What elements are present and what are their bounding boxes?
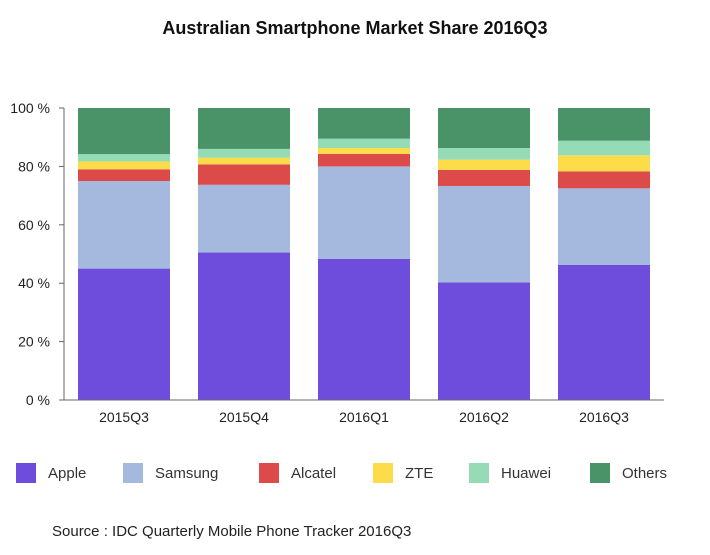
bar-segment-zte-2016q3: [558, 155, 650, 172]
x-tick-label: 2015Q3: [99, 409, 149, 425]
bar-segment-alcatel-2016q3: [558, 171, 650, 189]
bar-segment-huawei-2015q4: [198, 148, 290, 158]
y-tick-label: 100 %: [10, 100, 50, 116]
legend-label: Apple: [48, 464, 87, 482]
bar-segment-huawei-2016q1: [318, 138, 410, 148]
bar-segment-huawei-2016q2: [438, 148, 530, 160]
x-tick-label: 2015Q4: [219, 409, 269, 425]
legend-swatch-zte: [373, 463, 393, 483]
legend-item-apple: Apple: [16, 460, 86, 486]
bar-segment-apple-2015q4: [198, 252, 290, 400]
legend-item-zte: ZTE: [373, 460, 433, 486]
bar-segment-alcatel-2015q3: [78, 169, 170, 181]
legend-label: Alcatel: [291, 464, 337, 482]
bar-segment-others-2015q3: [78, 108, 170, 155]
bar-segment-apple-2015q3: [78, 268, 170, 400]
legend-swatch-huawei: [469, 463, 489, 483]
bars-group: [78, 108, 650, 400]
legend-swatch-apple: [16, 463, 36, 483]
bar-segment-others-2016q1: [318, 108, 410, 139]
bar-segment-zte-2015q4: [198, 157, 290, 165]
bar-segment-samsung-2016q3: [558, 188, 650, 265]
legend-item-others: Others: [590, 460, 667, 486]
legend-item-samsung: Samsung: [123, 460, 218, 486]
axes-group: [59, 107, 664, 401]
legend-label: ZTE: [405, 464, 434, 482]
x-tick-label: 2016Q3: [579, 409, 629, 425]
legend-item-alcatel: Alcatel: [259, 460, 336, 486]
bar-segment-alcatel-2016q2: [438, 169, 530, 186]
ticks-group: 2015Q3 2015Q4 2016Q1 2016Q2 2016Q3 0 % 20 % 40 …: [10, 100, 629, 425]
bar-segment-others-2015q4: [198, 108, 290, 149]
bar-segment-others-2016q2: [438, 108, 530, 148]
bar-segment-huawei-2016q3: [558, 140, 650, 156]
legend-swatch-samsung: [123, 463, 143, 483]
legend-label: Huawei: [501, 464, 552, 482]
y-tick-label: 60 %: [18, 217, 50, 233]
chart-title: Australian Smartphone Market Share 2016Q…: [162, 18, 548, 38]
y-tick-label: 0 %: [26, 392, 50, 408]
bar-segment-huawei-2015q3: [78, 154, 170, 162]
bar-segment-apple-2016q1: [318, 258, 410, 400]
legend-label: Samsung: [155, 464, 219, 482]
stacked-bar-chart: 2015Q3 2015Q4 2016Q1 2016Q2 2016Q3 0 % 20 % 40 …: [10, 100, 664, 425]
bar-segment-apple-2016q3: [558, 264, 650, 400]
x-tick-label: 2016Q2: [459, 409, 509, 425]
legend-item-huawei: Huawei: [469, 460, 551, 486]
bar-segment-samsung-2016q2: [438, 185, 530, 283]
bar-segment-samsung-2015q3: [78, 181, 170, 269]
y-tick-label: 40 %: [18, 275, 50, 291]
y-tick-label: 20 %: [18, 334, 50, 350]
legend: Apple Samsung Alcatel ZTE Huawei Others: [16, 460, 706, 486]
legend-label: Others: [622, 464, 668, 482]
bar-segment-alcatel-2016q1: [318, 153, 410, 167]
bar-segment-zte-2016q1: [318, 148, 410, 154]
legend-swatch-others: [590, 463, 610, 483]
bar-segment-samsung-2015q4: [198, 184, 290, 253]
x-tick-label: 2016Q1: [339, 409, 389, 425]
legend-swatch-alcatel: [259, 463, 279, 483]
bar-segment-samsung-2016q1: [318, 166, 410, 259]
bar-segment-alcatel-2015q4: [198, 164, 290, 185]
bar-segment-zte-2015q3: [78, 161, 170, 170]
bar-segment-zte-2016q2: [438, 159, 530, 170]
y-tick-label: 80 %: [18, 158, 50, 174]
bar-segment-apple-2016q2: [438, 282, 530, 400]
source-note: Source : IDC Quarterly Mobile Phone Trac…: [52, 523, 412, 540]
bar-segment-others-2016q3: [558, 108, 650, 141]
